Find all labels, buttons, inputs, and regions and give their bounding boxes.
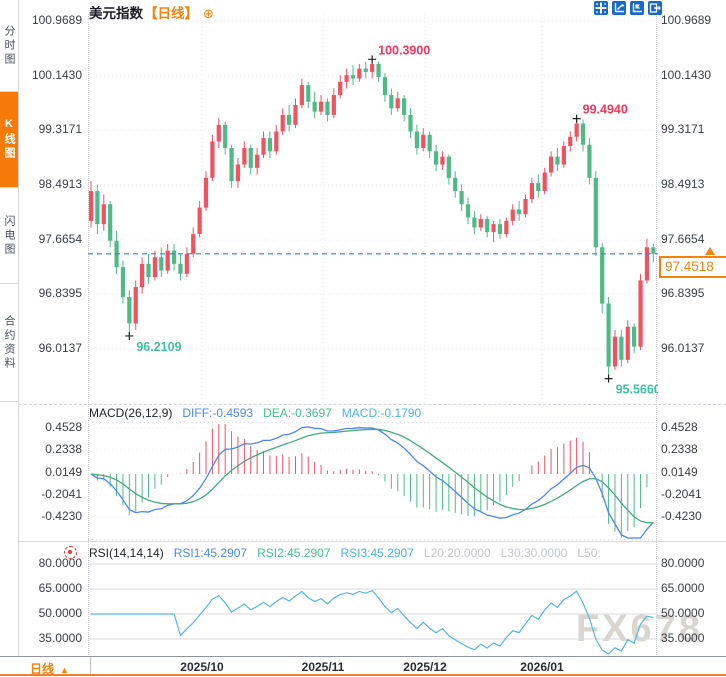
rsi-axis-label: 65.0000	[38, 581, 82, 595]
rsi-axis-label: 35.0000	[38, 631, 82, 645]
price-axis-label: 96.0137	[661, 341, 705, 355]
sidebar-tab-label: 闪电图	[3, 214, 15, 257]
price-axis-label: 97.6654	[38, 232, 82, 246]
period-badge: 【日线】	[144, 6, 198, 21]
low-annotation: 96.2109	[136, 340, 181, 354]
time-axis-bar: 日线 ▲ 2025/10 2025/11 2025/12 2026/01	[0, 656, 726, 677]
macd-axis-label: 0.0149	[661, 465, 698, 479]
rsi3-value: RSI3:45.2907	[340, 546, 414, 560]
x-axis-label: 2026/01	[520, 660, 564, 674]
rsi2-value: RSI2:45.2907	[257, 546, 331, 560]
price-axis-label: 98.4913	[38, 177, 82, 191]
macd-header: MACD(26,12,9) DIFF:-0.4593 DEA:-0.3697 MACD…	[89, 406, 431, 420]
macd-axis-label: -0.2041	[661, 487, 702, 501]
macd-dea-value: DEA:-0.3697	[263, 406, 332, 420]
exit-chart-icon[interactable]	[648, 1, 662, 15]
price-axis-label: 100.1430	[31, 68, 82, 82]
chart-toolbar	[594, 1, 662, 15]
rsi-l30-value: L30:30.0000	[500, 546, 568, 560]
macd-axis-label: 0.4528	[661, 420, 698, 434]
price-axis-label: 98.4913	[661, 177, 705, 191]
bottom-bar-divider	[90, 657, 91, 675]
x-axis-label: 2025/11	[301, 660, 345, 674]
price-axis-label: 96.0137	[38, 341, 82, 355]
macd-axis-label: 0.2338	[661, 442, 698, 456]
rsi-header: RSI(14,14,14) RSI1:45.2907 RSI2:45.2907 RSI…	[89, 546, 611, 560]
macd-chart[interactable]	[88, 422, 658, 540]
rsi-chart[interactable]	[88, 556, 658, 655]
sidebar-tab-timeshare[interactable]: 分时图	[0, 0, 18, 92]
draw-tools-icon[interactable]	[630, 1, 644, 15]
rsi-axis-label: 80.0000	[38, 556, 82, 570]
rsi-axis-label: 80.0000	[661, 556, 705, 570]
live-indicator-icon[interactable]	[64, 546, 77, 559]
add-indicator-icon[interactable]: ⊕	[203, 6, 214, 21]
macd-axis-label: 0.0149	[45, 465, 82, 479]
plot-left-edge	[88, 14, 89, 655]
price-axis-label: 99.3171	[38, 122, 82, 136]
price-axis-label: 96.8395	[661, 286, 705, 300]
high-annotation: 99.4940	[583, 103, 628, 117]
main-candlestick-chart[interactable]: 100.3900 99.4940 96.2109 95.5660	[88, 14, 658, 405]
current-price-badge: 97.4518	[659, 256, 726, 278]
macd-diff-value: DIFF:-0.4593	[182, 406, 254, 420]
panel-separator-main-macd	[19, 404, 726, 405]
sidebar-tab-label: 合约资料	[3, 314, 15, 371]
symbol-name: 美元指数	[89, 6, 143, 21]
x-axis-label: 2025/10	[180, 660, 224, 674]
sidebar-tab-label: K线图	[3, 118, 15, 161]
rsi1-value: RSI1:45.2907	[173, 546, 248, 560]
period-selector-label: 日线	[30, 662, 55, 676]
chart-title: 美元指数【日线】 ⊕	[89, 2, 214, 22]
rsi-axis-label: 50.0000	[38, 606, 82, 620]
price-axis-label: 100.9689	[661, 13, 712, 27]
macd-axis-label: -0.4230	[41, 509, 82, 523]
rsi-l20-value: L20:20.0000	[423, 546, 491, 560]
price-axis-label: 100.9689	[31, 13, 82, 27]
chart-type-sidebar: 分时图 K线图 闪电图 合约资料	[0, 0, 19, 676]
macd-name: MACD(26,12,9)	[89, 406, 173, 420]
period-selector[interactable]: 日线 ▲	[30, 660, 69, 677]
macd-axis-label: -0.4230	[661, 509, 702, 523]
high-annotation: 100.3900	[378, 43, 430, 57]
rsi-axis-label: 50.0000	[661, 606, 705, 620]
price-up-arrow-icon	[705, 247, 715, 255]
macd-macd-value: MACD:-0.1790	[341, 406, 422, 420]
macd-axis-label: 0.4528	[45, 420, 82, 434]
macd-axis-label: -0.2041	[41, 487, 82, 501]
fit-scale-icon[interactable]	[612, 1, 626, 15]
price-axis-label: 100.1430	[661, 68, 712, 82]
rsi-name: RSI(14,14,14)	[89, 546, 164, 560]
sidebar-tab-kline[interactable]: K线图	[0, 92, 18, 188]
x-axis-label: 2025/12	[403, 660, 447, 674]
fx678-watermark: FX678	[576, 608, 703, 650]
panel-separator-macd-rsi	[19, 541, 726, 542]
chevron-up-icon: ▲	[60, 665, 69, 675]
rsi-axis-label: 35.0000	[661, 631, 705, 645]
sidebar-tab-label: 分时图	[3, 24, 15, 67]
low-annotation: 95.5660	[616, 383, 658, 397]
price-axis-label: 99.3171	[661, 122, 705, 136]
macd-axis-label: 0.2338	[45, 442, 82, 456]
sidebar-tab-lightning[interactable]: 闪电图	[0, 188, 18, 284]
sidebar-tab-contract-info[interactable]: 合约资料	[0, 284, 18, 402]
price-axis-label: 96.8395	[38, 286, 82, 300]
plot-right-edge	[656, 14, 657, 655]
price-axis-label: 97.6654	[661, 232, 705, 246]
crosshair-icon[interactable]	[594, 1, 608, 15]
rsi-axis-label: 65.0000	[661, 581, 705, 595]
bottom-accent-strip	[0, 674, 726, 676]
rsi-l50-value: L50:	[577, 546, 601, 560]
